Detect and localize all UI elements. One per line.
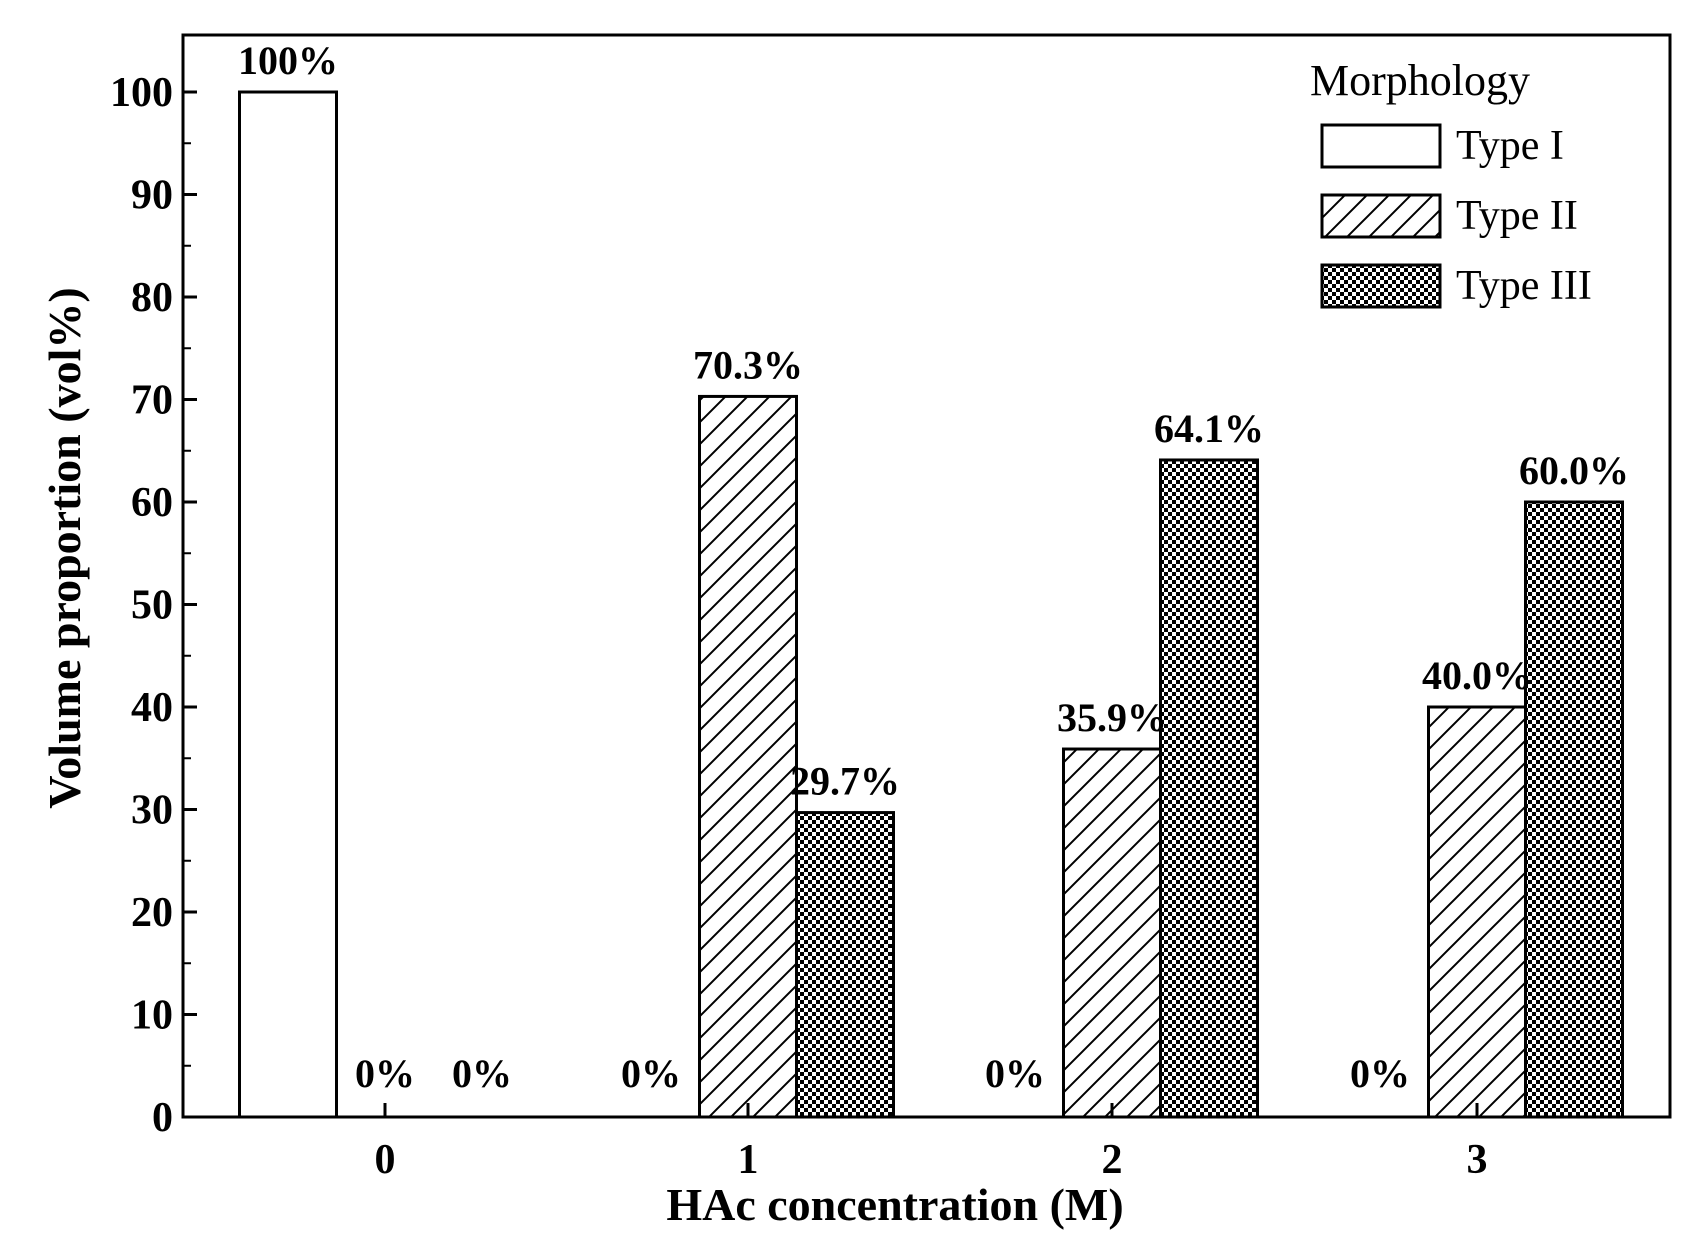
plot-area bbox=[181, 33, 1672, 1119]
y-tick-label: 100 bbox=[110, 70, 173, 116]
data-label: 100% bbox=[238, 38, 338, 83]
data-label: 0% bbox=[1350, 1051, 1410, 1096]
legend-swatch bbox=[1320, 123, 1442, 169]
data-label: 64.1% bbox=[1154, 406, 1264, 451]
data-label: 29.7% bbox=[790, 759, 900, 804]
legend: Morphology Type I Type II Type III bbox=[1310, 56, 1592, 309]
bar-type-ii bbox=[698, 394, 798, 1119]
x-tick-label: 2 bbox=[1102, 1137, 1123, 1183]
legend-title: Morphology bbox=[1310, 56, 1530, 105]
y-tick-label: 0 bbox=[152, 1095, 173, 1141]
data-label: 0% bbox=[985, 1051, 1045, 1096]
y-tick-label: 30 bbox=[131, 788, 173, 834]
legend-label: Type II bbox=[1456, 193, 1578, 239]
data-label: 70.3% bbox=[693, 342, 803, 387]
y-axis: 0 10 20 30 40 50 60 70 80 90 100 bbox=[110, 70, 197, 1141]
bar-type-iii bbox=[1159, 458, 1259, 1119]
x-tick-label: 3 bbox=[1467, 1137, 1488, 1183]
y-tick-label: 70 bbox=[131, 378, 173, 424]
x-tick-label: 0 bbox=[375, 1137, 396, 1183]
y-tick-label: 50 bbox=[131, 583, 173, 629]
bar-type-ii bbox=[1427, 705, 1527, 1119]
bar-type-ii bbox=[1062, 747, 1162, 1119]
x-tick-label: 1 bbox=[738, 1137, 759, 1183]
data-label: 0% bbox=[452, 1051, 512, 1096]
x-axis-title: HAc concentration (M) bbox=[666, 1179, 1123, 1230]
x-axis: 0 1 2 3 bbox=[375, 1103, 1488, 1183]
data-label: 0% bbox=[355, 1051, 415, 1096]
data-label: 35.9% bbox=[1057, 695, 1167, 740]
legend-label: Type I bbox=[1456, 123, 1564, 169]
bar-type-i bbox=[238, 90, 338, 1119]
data-label: 40.0% bbox=[1422, 653, 1532, 698]
y-tick-label: 10 bbox=[131, 993, 173, 1039]
legend-swatch bbox=[1320, 193, 1442, 239]
bar-type-iii bbox=[1524, 500, 1624, 1119]
y-axis-title: Volume proportion (vol%) bbox=[39, 287, 90, 808]
y-tick-label: 80 bbox=[131, 275, 173, 321]
data-label: 60.0% bbox=[1519, 448, 1629, 493]
y-tick-label: 40 bbox=[131, 685, 173, 731]
y-tick-label: 20 bbox=[131, 890, 173, 936]
bar-type-iii bbox=[795, 811, 895, 1119]
legend-label: Type III bbox=[1456, 263, 1592, 309]
y-tick-label: 90 bbox=[131, 173, 173, 219]
legend-swatch bbox=[1320, 263, 1442, 309]
data-label: 0% bbox=[621, 1051, 681, 1096]
y-tick-label: 60 bbox=[131, 480, 173, 526]
